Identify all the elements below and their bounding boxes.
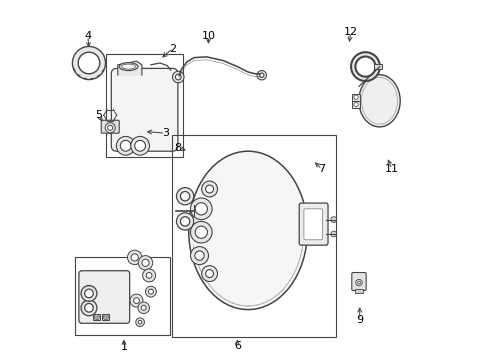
Circle shape (94, 315, 99, 320)
Circle shape (130, 294, 142, 307)
Text: 5: 5 (95, 110, 102, 120)
Text: 2: 2 (168, 44, 176, 54)
Circle shape (176, 188, 193, 205)
Circle shape (194, 251, 204, 260)
Bar (355, 289, 362, 293)
Circle shape (190, 198, 212, 220)
Circle shape (180, 217, 189, 226)
Circle shape (120, 140, 131, 151)
Circle shape (142, 259, 149, 266)
Circle shape (330, 231, 336, 237)
Bar (374, 64, 382, 69)
FancyBboxPatch shape (299, 203, 327, 245)
Circle shape (142, 269, 155, 282)
Circle shape (357, 281, 360, 284)
Circle shape (195, 226, 207, 238)
Circle shape (145, 286, 156, 297)
Circle shape (350, 52, 379, 81)
Bar (93, 314, 101, 320)
Circle shape (175, 74, 181, 80)
Circle shape (72, 46, 105, 80)
Ellipse shape (119, 63, 138, 71)
Circle shape (116, 136, 135, 155)
Circle shape (172, 71, 183, 83)
Bar (102, 314, 109, 320)
Circle shape (330, 217, 336, 222)
Circle shape (133, 298, 139, 303)
Circle shape (138, 256, 152, 270)
Ellipse shape (358, 75, 399, 127)
Circle shape (141, 305, 146, 310)
FancyBboxPatch shape (101, 120, 119, 133)
Text: 1: 1 (120, 342, 127, 352)
Circle shape (107, 125, 113, 130)
Circle shape (104, 316, 107, 318)
Circle shape (138, 302, 149, 314)
Circle shape (201, 181, 217, 197)
Text: 8: 8 (174, 143, 181, 153)
Circle shape (355, 279, 362, 286)
Circle shape (130, 136, 149, 155)
Ellipse shape (188, 151, 307, 310)
FancyBboxPatch shape (111, 68, 178, 151)
Text: 9: 9 (355, 315, 363, 325)
Text: 7: 7 (318, 164, 325, 174)
Circle shape (105, 123, 115, 133)
Circle shape (353, 102, 358, 107)
Circle shape (353, 95, 358, 99)
Circle shape (103, 315, 108, 320)
Circle shape (190, 247, 208, 265)
Bar (172, 135, 336, 337)
Circle shape (131, 254, 138, 261)
Circle shape (205, 185, 213, 193)
Text: 6: 6 (233, 341, 240, 351)
Circle shape (136, 318, 144, 327)
Bar (106, 54, 183, 157)
FancyBboxPatch shape (79, 271, 129, 323)
Bar (351, 101, 359, 108)
Text: 12: 12 (343, 27, 357, 37)
Circle shape (146, 273, 152, 278)
Bar (75, 257, 170, 335)
Text: 3: 3 (162, 128, 168, 138)
Circle shape (201, 266, 217, 282)
Circle shape (138, 320, 142, 324)
Circle shape (205, 270, 213, 278)
Circle shape (180, 192, 189, 201)
Circle shape (148, 289, 153, 294)
Circle shape (190, 221, 212, 243)
FancyBboxPatch shape (303, 209, 322, 240)
Text: 10: 10 (201, 31, 215, 41)
Ellipse shape (122, 64, 135, 69)
Circle shape (84, 289, 93, 298)
Circle shape (134, 140, 145, 151)
Polygon shape (118, 61, 142, 76)
Circle shape (257, 71, 266, 80)
FancyBboxPatch shape (351, 273, 366, 291)
Bar (351, 94, 359, 101)
Circle shape (96, 316, 98, 318)
Circle shape (259, 73, 264, 77)
Circle shape (78, 52, 100, 74)
Circle shape (84, 303, 93, 312)
Text: 4: 4 (84, 31, 91, 41)
Circle shape (176, 213, 193, 230)
Circle shape (195, 203, 207, 215)
Text: 11: 11 (385, 164, 398, 174)
Circle shape (355, 57, 375, 77)
Circle shape (81, 285, 97, 301)
Circle shape (81, 300, 97, 316)
Circle shape (127, 250, 142, 265)
